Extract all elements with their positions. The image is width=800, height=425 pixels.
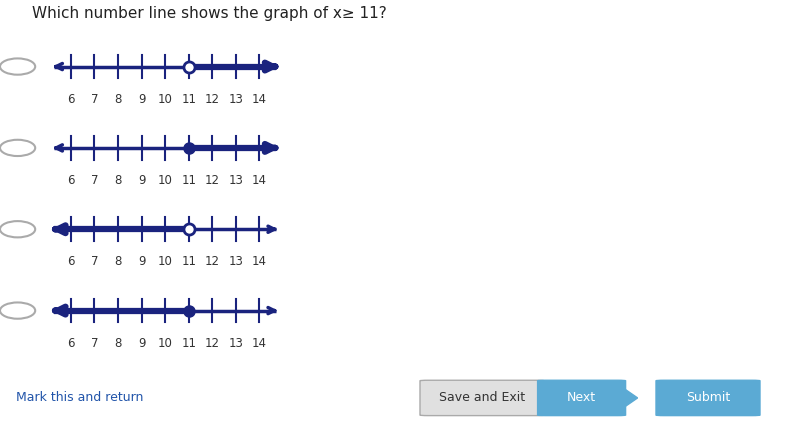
Text: 10: 10 [158,93,173,105]
Text: 6: 6 [67,337,74,350]
Text: 13: 13 [229,337,243,350]
Text: 14: 14 [252,93,267,105]
Text: 6: 6 [67,174,74,187]
Text: Save and Exit: Save and Exit [439,391,525,405]
Text: Which number line shows the graph of x≥ 11?: Which number line shows the graph of x≥ … [32,6,386,20]
FancyBboxPatch shape [538,380,626,416]
Circle shape [0,58,35,75]
Text: 10: 10 [158,337,173,350]
Text: 12: 12 [205,337,220,350]
Text: 8: 8 [114,337,122,350]
Text: 8: 8 [114,174,122,187]
Polygon shape [618,384,638,412]
Text: 12: 12 [205,255,220,268]
Text: 9: 9 [138,337,146,350]
Text: Submit: Submit [686,391,730,405]
Text: 8: 8 [114,255,122,268]
FancyBboxPatch shape [656,380,760,416]
Text: 6: 6 [67,93,74,105]
Text: 9: 9 [138,255,146,268]
Text: Mark this and return: Mark this and return [16,391,143,404]
Circle shape [0,221,35,238]
Text: 7: 7 [90,174,98,187]
Text: 8: 8 [114,93,122,105]
Text: 14: 14 [252,337,267,350]
Text: 14: 14 [252,255,267,268]
Text: 7: 7 [90,93,98,105]
Text: 13: 13 [229,174,243,187]
Text: 13: 13 [229,255,243,268]
Text: 7: 7 [90,255,98,268]
Text: 11: 11 [182,93,196,105]
Text: 10: 10 [158,255,173,268]
Text: 9: 9 [138,174,146,187]
Text: 11: 11 [182,255,196,268]
Text: 12: 12 [205,174,220,187]
Circle shape [0,140,35,156]
Text: 12: 12 [205,93,220,105]
FancyBboxPatch shape [420,380,544,416]
Text: 11: 11 [182,174,196,187]
Text: 11: 11 [182,337,196,350]
Text: 7: 7 [90,337,98,350]
Text: 9: 9 [138,93,146,105]
Text: 13: 13 [229,93,243,105]
Text: 6: 6 [67,255,74,268]
Text: 10: 10 [158,174,173,187]
Circle shape [0,303,35,319]
Text: 14: 14 [252,174,267,187]
Text: Next: Next [567,391,596,405]
